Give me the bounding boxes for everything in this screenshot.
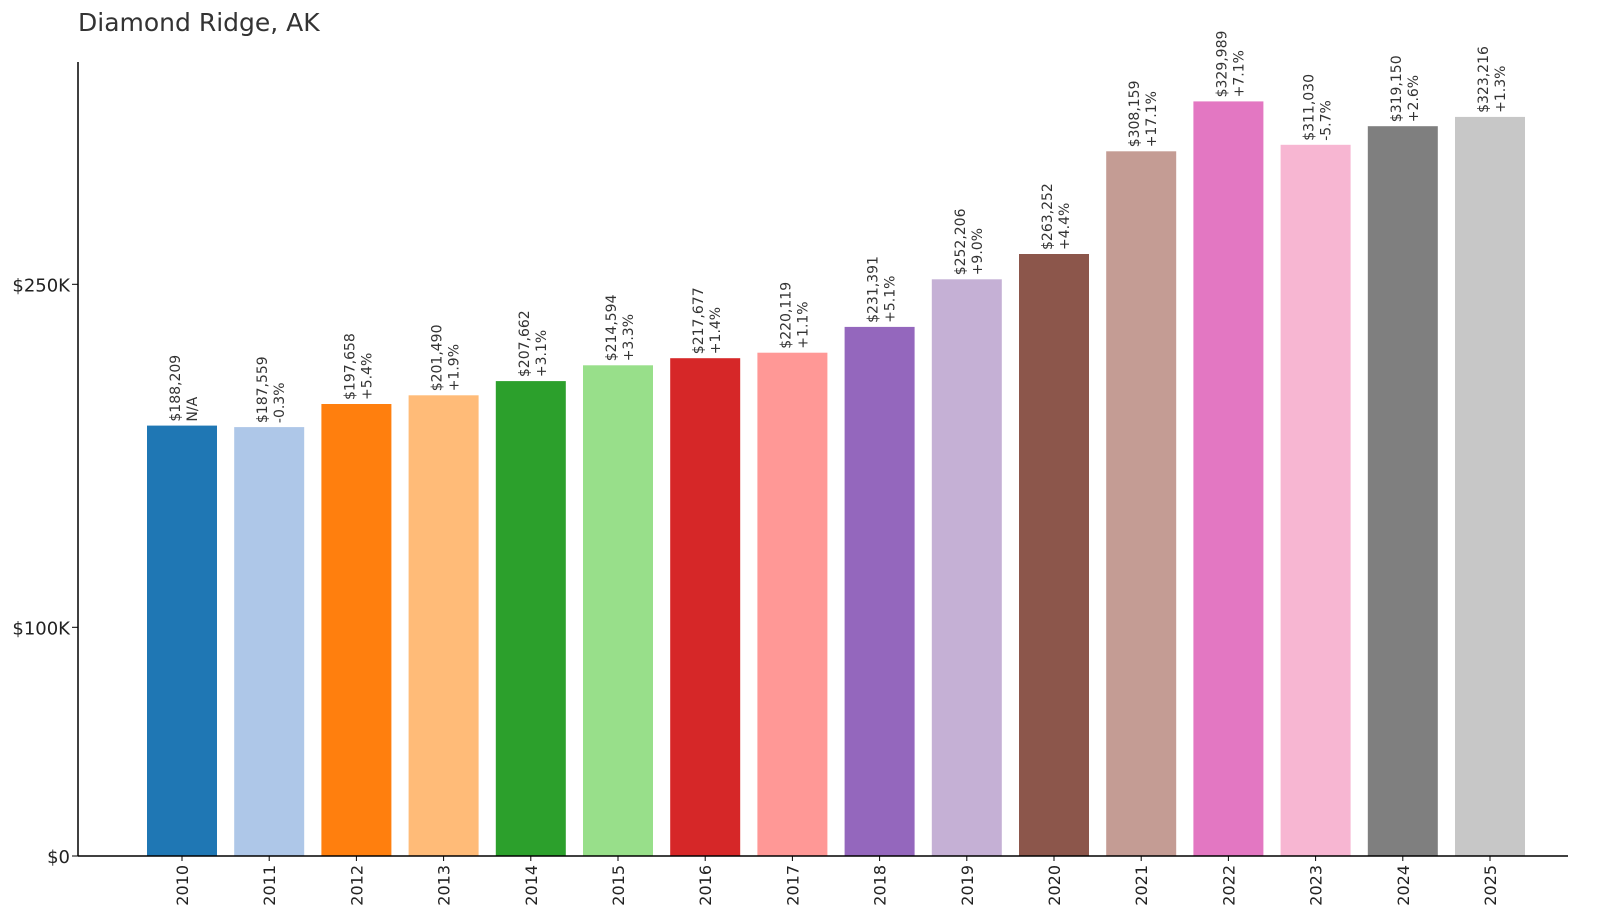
x-tick-label-2025: 2025 [1481,865,1500,906]
chart-title: Diamond Ridge, AK [78,8,320,37]
bar-2010 [147,425,217,856]
value-label-2017: $220,119 [778,282,794,349]
change-label-2015: +3.3% [621,314,637,361]
x-tick-label-2020: 2020 [1045,865,1064,906]
change-label-2012: +5.4% [359,353,375,400]
value-label-2011: $187,559 [255,356,271,423]
change-label-2011: -0.3% [272,382,288,423]
bar-2014 [495,381,566,856]
bar-2019 [931,279,1002,856]
bar-2025 [1455,116,1525,856]
x-tick-label-2021: 2021 [1132,865,1151,906]
value-label-2020: $263,252 [1040,183,1056,250]
change-label-2017: +1.1% [795,301,811,348]
y-tick-label: $100K [12,618,71,639]
y-axis-ticks: $0 $100K $250K [12,275,78,868]
x-tick-label-2011: 2011 [260,865,279,906]
y-tick-label: $250K [12,275,71,296]
y-tick-label: $0 [47,847,70,868]
x-tick-label-2017: 2017 [783,865,802,906]
bar-2017 [757,352,828,856]
bar-2013 [408,395,479,856]
x-tick-label-2022: 2022 [1219,865,1238,906]
bar-2024 [1367,126,1438,856]
bar-2020 [1019,254,1089,856]
bar-2018 [844,326,915,856]
x-tick-label-2013: 2013 [435,865,454,906]
x-tick-label-2014: 2014 [522,865,541,906]
x-tick-label-2024: 2024 [1394,865,1413,906]
value-label-2023: $311,030 [1302,74,1318,141]
value-label-2012: $197,658 [342,333,358,400]
x-tick-label-2023: 2023 [1307,865,1326,906]
change-label-2024: +2.6% [1406,75,1422,122]
change-label-2018: +5.1% [883,276,899,323]
value-label-2025: $323,216 [1476,46,1492,113]
bar-2016 [670,358,741,856]
x-tick-label-2010: 2010 [173,865,192,906]
change-label-2025: +1.3% [1493,66,1509,113]
change-label-2022: +7.1% [1231,50,1247,97]
value-label-2018: $231,391 [866,256,882,323]
value-labels-group: $188,209 N/A $187,559 -0.3% $197,658 +5.4% $20… [168,31,1509,424]
x-tick-label-2016: 2016 [696,865,715,906]
value-label-2016: $217,677 [691,287,707,354]
value-label-2024: $319,150 [1389,55,1405,122]
change-label-2013: +1.9% [447,344,463,391]
bar-2021 [1106,151,1177,857]
change-label-2020: +4.4% [1057,203,1073,250]
change-label-2014: +3.1% [534,330,550,377]
x-tick-label-2019: 2019 [958,865,977,906]
bar-2012 [321,404,392,856]
bar-2023 [1280,144,1351,857]
change-label-2016: +1.4% [708,307,724,354]
value-label-2013: $201,490 [430,324,446,391]
change-label-2021: +17.1% [1144,91,1160,147]
change-label-2010: N/A [185,396,201,421]
value-label-2014: $207,662 [517,310,533,377]
bar-2022 [1193,101,1264,856]
x-axis-ticks: 2010 2011 2012 2013 2014 2015 2016 2017 2018 2019… [173,856,1500,906]
value-label-2015: $214,594 [604,294,620,361]
x-tick-label-2018: 2018 [871,865,890,906]
value-label-2010: $188,209 [168,355,184,422]
change-label-2023: -5.7% [1319,100,1335,141]
bar-2015 [583,365,653,856]
bars-group [147,101,1525,857]
value-label-2022: $329,989 [1214,31,1230,98]
value-label-2021: $308,159 [1127,80,1143,147]
bar-2011 [234,427,305,856]
value-label-2019: $252,206 [953,208,969,275]
x-tick-label-2015: 2015 [609,865,628,906]
change-label-2019: +9.0% [970,228,986,275]
x-tick-label-2012: 2012 [347,865,366,906]
